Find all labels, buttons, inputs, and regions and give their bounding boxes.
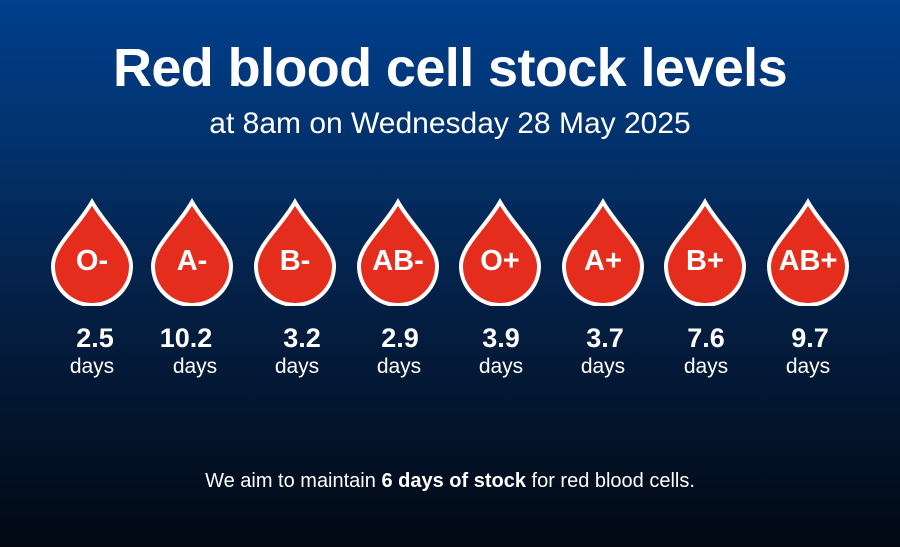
stock-days-unit: days [376, 355, 422, 378]
stock-target-prefix: We aim to maintain [205, 470, 382, 492]
blood-type-label: A- [176, 245, 208, 277]
blood-type-label: B+ [686, 245, 724, 277]
blood-drop-icon: A- [149, 198, 235, 306]
blood-stock-row: O- 2.5 days A- 10.2 days B- 3.2 days A [0, 198, 900, 398]
stock-days-value: 3.9 [482, 323, 520, 353]
blood-type-b-negative: B- 3.2 days [245, 198, 345, 398]
blood-type-label: O- [75, 245, 109, 277]
blood-type-label: AB+ [778, 245, 838, 277]
stock-days-unit: days [580, 355, 626, 378]
stock-target-note: We aim to maintain 6 days of stock for r… [0, 468, 900, 494]
page-title: Red blood cell stock levels [112, 38, 788, 98]
blood-drop-icon: O+ [457, 198, 543, 306]
stock-days-unit: days [683, 355, 729, 378]
blood-type-o-negative: O- 2.5 days [42, 198, 142, 398]
blood-type-label: B- [279, 245, 311, 277]
blood-drop-icon: AB- [355, 198, 441, 306]
blood-type-ab-positive: AB+ 9.7 days [758, 198, 858, 398]
blood-type-a-negative: A- 10.2 days [142, 198, 242, 398]
stock-days-unit: days [478, 355, 524, 378]
stock-days-value: 7.6 [687, 323, 725, 353]
stock-days-value: 3.2 [283, 323, 321, 353]
stock-days-value: 3.7 [586, 323, 624, 353]
stock-days-unit: days [69, 355, 115, 378]
stock-days-value: 10.2 [159, 323, 213, 353]
stock-days-value: 9.7 [791, 323, 829, 353]
blood-type-a-positive: A+ 3.7 days [553, 198, 653, 398]
stock-days-unit: days [785, 355, 831, 378]
blood-drop-icon: B- [252, 198, 338, 306]
page-subtitle: at 8am on Wednesday 28 May 2025 [209, 107, 691, 140]
stock-days-value: 2.9 [381, 323, 419, 353]
blood-type-label: A+ [584, 245, 622, 277]
stock-days-value: 2.5 [76, 323, 114, 353]
blood-drop-icon: AB+ [765, 198, 851, 306]
blood-type-label: AB- [372, 245, 424, 277]
blood-type-b-positive: B+ 7.6 days [655, 198, 755, 398]
stock-days-unit: days [274, 355, 320, 378]
blood-type-label: O+ [480, 245, 520, 277]
blood-drop-icon: B+ [662, 198, 748, 306]
blood-drop-icon: A+ [560, 198, 646, 306]
blood-type-o-positive: O+ 3.9 days [450, 198, 550, 398]
stock-days-unit: days [172, 355, 218, 378]
blood-drop-icon: O- [49, 198, 135, 306]
stock-target-suffix: for red blood cells. [525, 470, 695, 492]
stock-target-emphasis: 6 days of stock [381, 470, 526, 492]
blood-type-ab-negative: AB- 2.9 days [348, 198, 448, 398]
